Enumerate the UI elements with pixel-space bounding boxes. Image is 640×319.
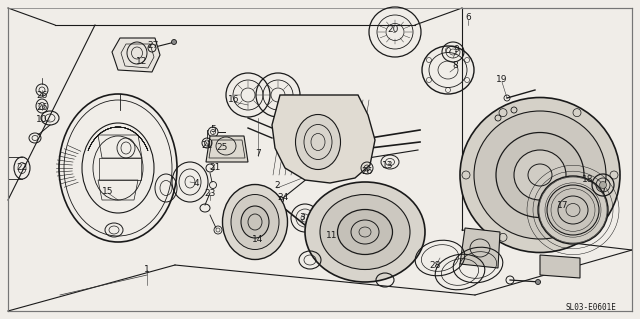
- Text: 1: 1: [144, 265, 150, 275]
- Ellipse shape: [496, 132, 584, 218]
- Text: 15: 15: [102, 188, 114, 197]
- Ellipse shape: [600, 182, 607, 189]
- Text: 11: 11: [326, 232, 338, 241]
- Text: 14: 14: [252, 235, 264, 244]
- Text: 18: 18: [582, 175, 594, 184]
- Text: 3: 3: [299, 213, 305, 222]
- Text: 13: 13: [382, 160, 394, 169]
- Polygon shape: [112, 38, 160, 72]
- Text: 17: 17: [557, 201, 569, 210]
- Text: 28: 28: [429, 261, 441, 270]
- Text: 21: 21: [209, 164, 221, 173]
- Ellipse shape: [474, 111, 606, 239]
- Text: 16: 16: [228, 95, 240, 105]
- Ellipse shape: [231, 195, 279, 249]
- Text: 27: 27: [147, 41, 159, 49]
- Ellipse shape: [172, 40, 177, 44]
- Text: 22: 22: [17, 164, 28, 173]
- Ellipse shape: [241, 206, 269, 238]
- Text: 25: 25: [216, 144, 228, 152]
- Text: 2: 2: [274, 181, 280, 189]
- Polygon shape: [206, 136, 248, 162]
- Text: 4: 4: [193, 179, 199, 188]
- Text: SL03-E0601E: SL03-E0601E: [565, 303, 616, 313]
- Text: 5: 5: [210, 125, 216, 135]
- Text: 24: 24: [277, 194, 289, 203]
- Ellipse shape: [536, 279, 541, 285]
- Ellipse shape: [460, 98, 620, 253]
- Ellipse shape: [538, 176, 608, 244]
- Text: 26: 26: [36, 103, 48, 113]
- Ellipse shape: [223, 184, 287, 259]
- Ellipse shape: [514, 150, 566, 200]
- Text: 12: 12: [136, 57, 148, 66]
- Text: 20: 20: [387, 26, 399, 34]
- Ellipse shape: [320, 195, 410, 270]
- Text: 21: 21: [202, 140, 212, 150]
- Ellipse shape: [337, 210, 392, 255]
- Text: 26: 26: [362, 167, 372, 175]
- Ellipse shape: [305, 182, 425, 282]
- Text: 23: 23: [204, 189, 216, 197]
- Polygon shape: [460, 228, 500, 268]
- Text: 7: 7: [255, 149, 261, 158]
- Text: 19: 19: [496, 76, 508, 85]
- Text: 10: 10: [36, 115, 48, 124]
- Text: 6: 6: [465, 13, 471, 23]
- Text: 9: 9: [453, 46, 459, 55]
- Text: 26: 26: [36, 91, 48, 100]
- Ellipse shape: [296, 115, 340, 169]
- Polygon shape: [540, 255, 580, 278]
- Text: 8: 8: [452, 61, 458, 70]
- Polygon shape: [272, 95, 375, 183]
- Ellipse shape: [547, 185, 599, 235]
